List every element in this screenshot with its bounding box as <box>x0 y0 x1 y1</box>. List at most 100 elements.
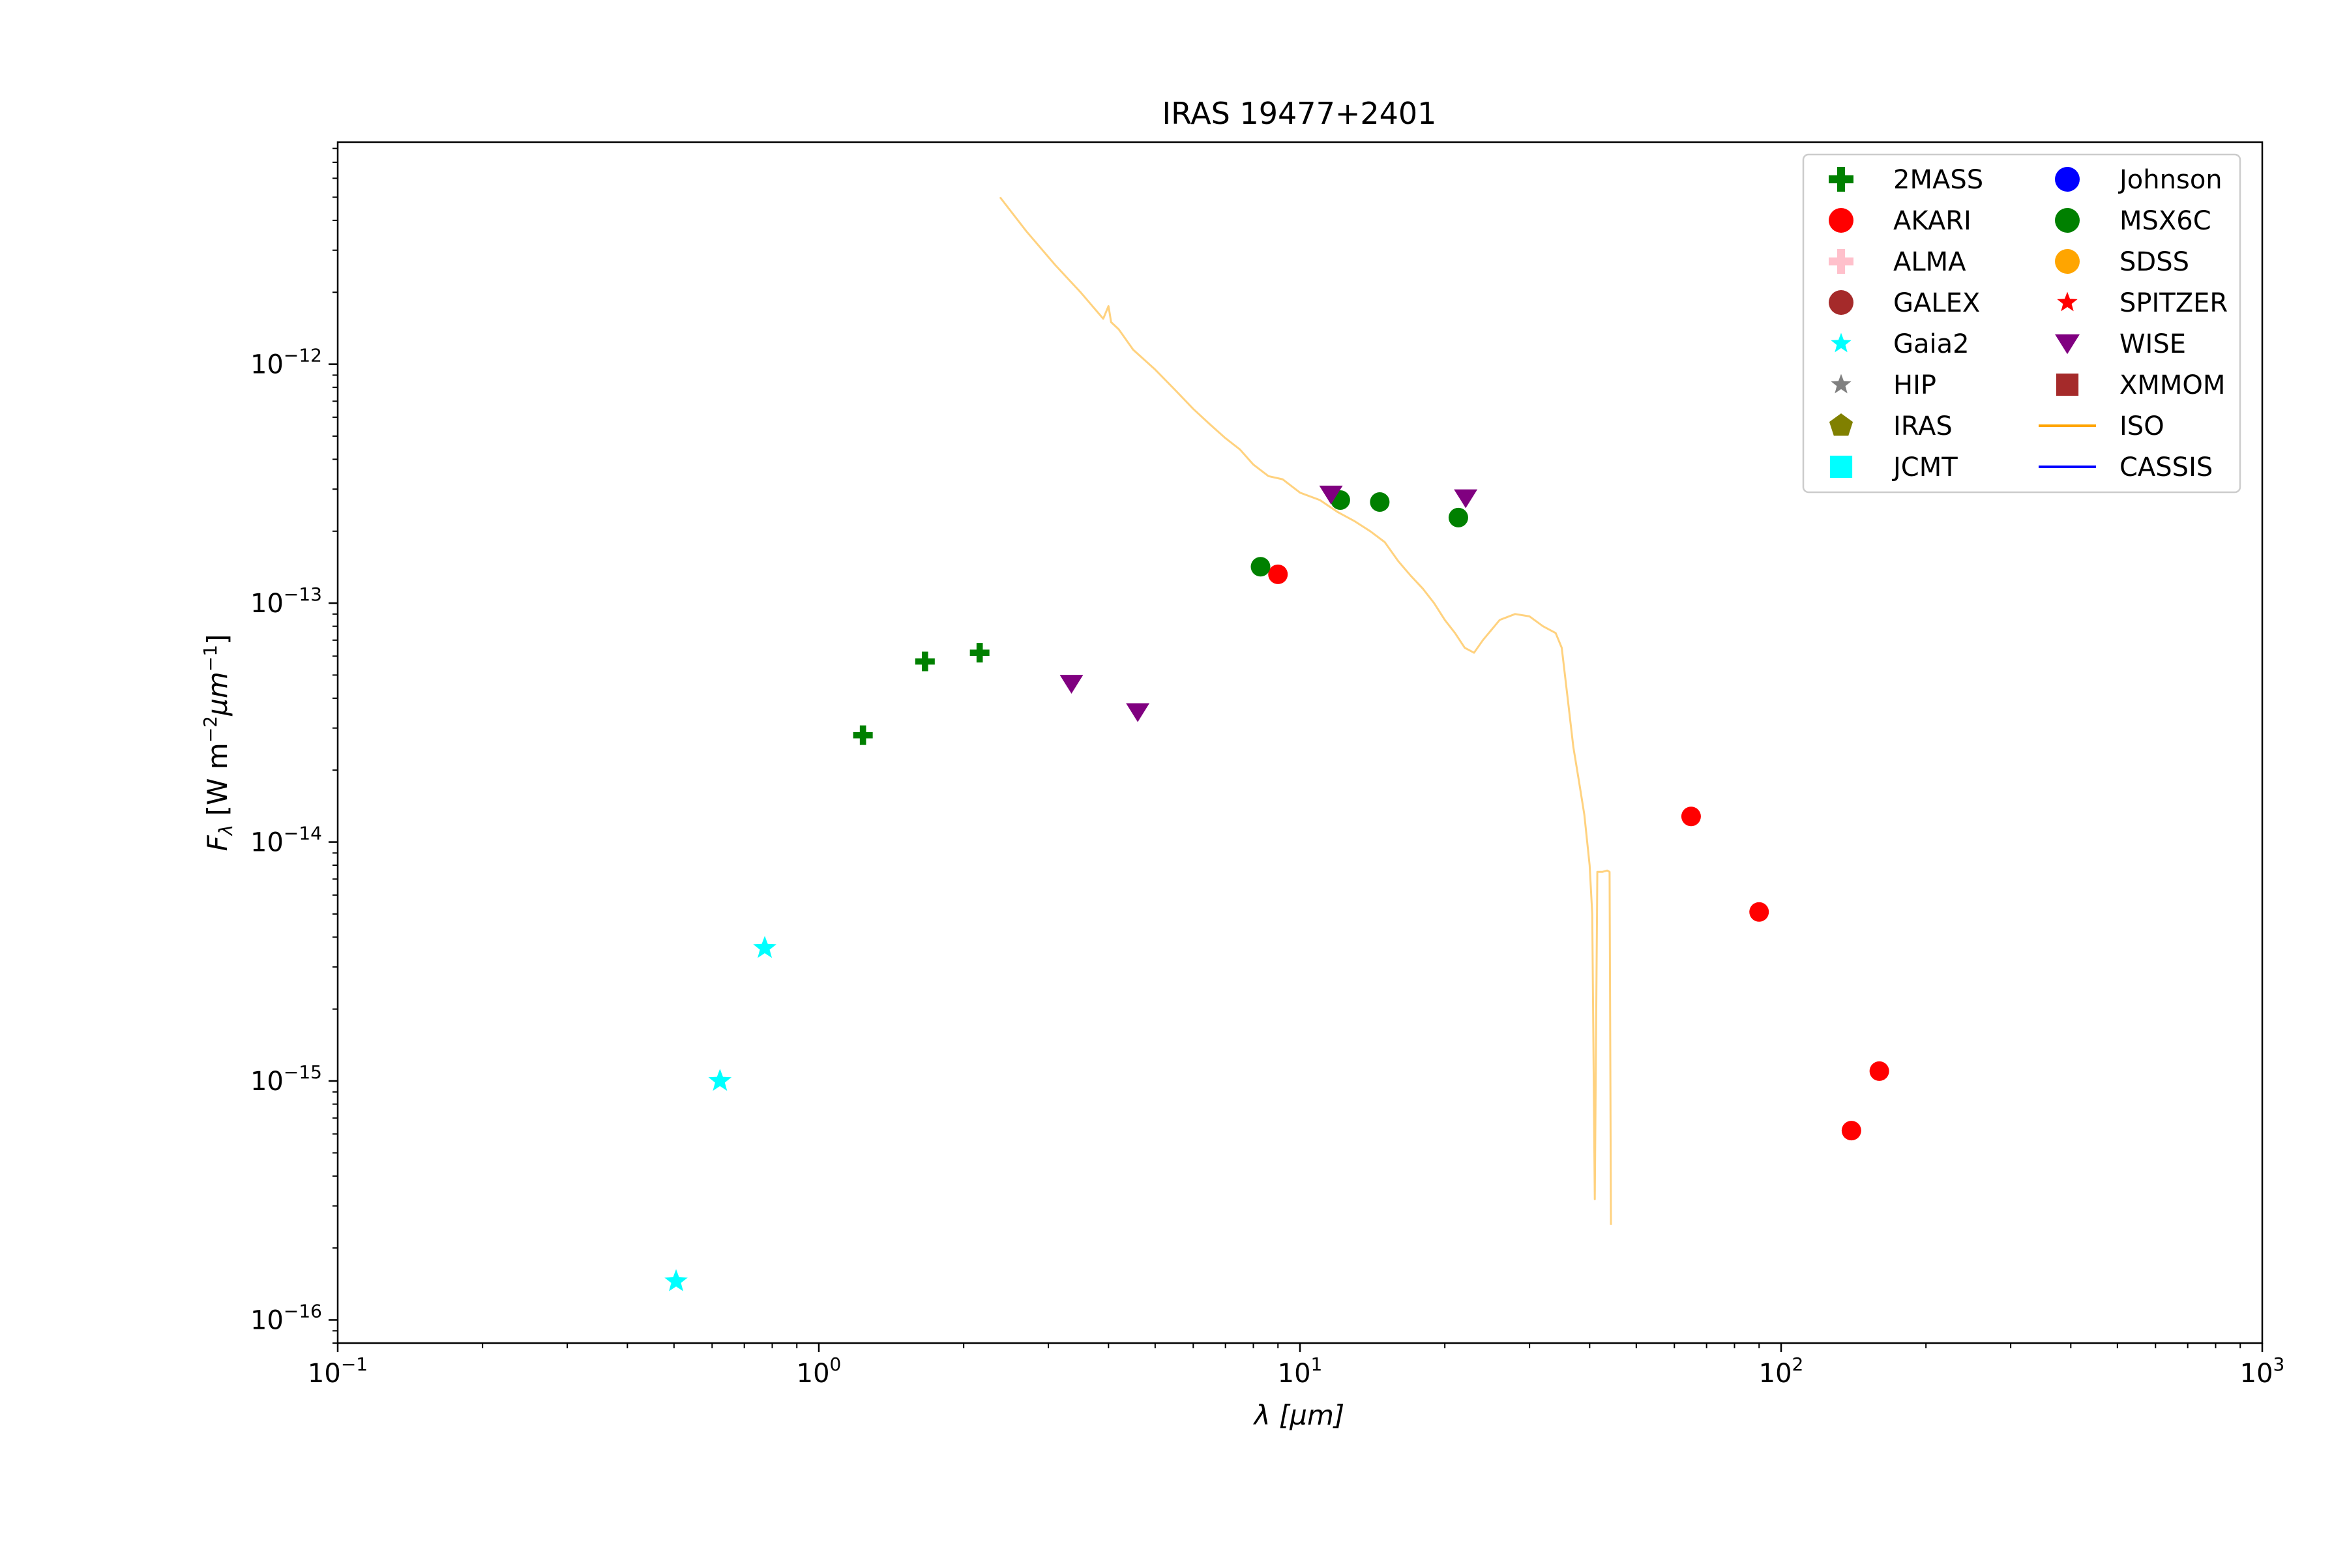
y-axis: 10−16 10−15 10−14 10−13 10−12 <box>250 147 338 1344</box>
legend-marker-spitzer <box>2057 291 2078 312</box>
legend-marker-gaia2 <box>1831 333 1852 353</box>
series-2mass <box>853 643 990 745</box>
legend-item-gaia2: Gaia2 <box>1831 329 1970 359</box>
series-akari <box>1268 564 1889 1141</box>
legend-label-hip: HIP <box>1893 370 1936 400</box>
y-tick-label-4: 10−12 <box>250 345 322 380</box>
legend-item-msx6c: MSX6C <box>2055 206 2211 236</box>
legend-item-iso: ISO <box>2039 411 2164 441</box>
legend-marker-johnson <box>2055 167 2080 192</box>
legend-label-galex: GALEX <box>1893 288 1980 318</box>
y-axis-label-close: ] <box>201 634 233 645</box>
legend-marker-akari <box>1829 208 1853 233</box>
legend-item-2mass: 2MASS <box>1829 165 1983 195</box>
chart-title: IRAS 19477+2401 <box>1162 96 1437 131</box>
legend-marker-wise <box>2055 334 2080 355</box>
point-msx6c-3 <box>1448 507 1468 527</box>
x-tick-label-1: 100 <box>797 1354 842 1389</box>
legend-item-cassis: CASSIS <box>2039 452 2213 482</box>
legend-item-iras: IRAS <box>1829 411 1953 441</box>
legend-item-jcmt: JCMT <box>1829 452 1958 482</box>
point-akari-2 <box>1749 902 1769 922</box>
legend-marker-jcmt <box>1829 455 1853 479</box>
legend-marker-sdss <box>2055 249 2080 274</box>
legend-item-xmmom: XMMOM <box>2056 370 2225 400</box>
spectra-layer <box>999 196 1612 1225</box>
y-axis-label-main: F <box>201 835 233 851</box>
legend-label-iras: IRAS <box>1893 411 1953 441</box>
series-gaia2 <box>664 936 776 1292</box>
legend-marker-msx6c <box>2055 208 2080 233</box>
x-axis-label-unit: μm <box>1289 1399 1334 1431</box>
point-gaia2-0 <box>664 1269 688 1292</box>
legend-item-sdss: SDSS <box>2055 247 2189 277</box>
point-msx6c-0 <box>1250 557 1271 577</box>
legend-marker-2mass <box>1829 167 1853 192</box>
legend-marker-xmmom <box>2056 373 2079 396</box>
legend-item-alma: ALMA <box>1829 247 1966 277</box>
y-axis-label-mid: μm <box>201 672 233 717</box>
y-tick-label-0: 10−16 <box>250 1300 322 1335</box>
point-wise-3 <box>1454 489 1478 509</box>
legend-label-johnson: Johnson <box>2118 165 2222 195</box>
point-gaia2-1 <box>708 1069 732 1091</box>
legend-box <box>1802 153 2241 494</box>
legend-label-cassis: CASSIS <box>2119 452 2213 482</box>
point-akari-4 <box>1869 1061 1889 1081</box>
legend-marker-alma <box>1829 249 1853 274</box>
y-axis-label: Fλ [W m−2μm−1] <box>199 634 237 851</box>
x-axis: 10−1 100 101 102 103 <box>308 1343 2284 1389</box>
y-axis-label-exp2: −1 <box>199 645 221 672</box>
legend-marker-iras <box>1829 413 1853 436</box>
x-tick-label-2: 101 <box>1278 1354 1323 1389</box>
legend-label-msx6c: MSX6C <box>2119 206 2211 236</box>
point-gaia2-2 <box>753 936 776 958</box>
legend-label-akari: AKARI <box>1893 206 1971 236</box>
point-wise-2 <box>1319 485 1343 505</box>
x-axis-label-close: ] <box>1333 1399 1344 1431</box>
legend-label-sdss: SDSS <box>2119 247 2189 277</box>
x-tick-label-0: 10−1 <box>308 1354 368 1389</box>
legend-label-alma: ALMA <box>1893 247 1966 277</box>
plot-area <box>664 196 1889 1292</box>
point-akari-3 <box>1841 1121 1861 1141</box>
legend-label-iso: ISO <box>2119 411 2164 441</box>
y-axis-label-exp1: −2 <box>199 716 221 743</box>
legend-marker-hip <box>1831 374 1852 394</box>
legend-label-gaia2: Gaia2 <box>1893 329 1970 359</box>
legend-item-wise: WISE <box>2055 329 2186 359</box>
photometry-layer <box>664 485 1889 1292</box>
legend-item-akari: AKARI <box>1829 206 1971 236</box>
point-wise-1 <box>1126 703 1150 722</box>
point-akari-1 <box>1681 806 1701 827</box>
line-iso <box>999 196 1612 1225</box>
legend: 2MASS AKARI ALMA GALEX Gaia2 HIP IRAS JCMT Johns… <box>1802 153 2241 494</box>
x-tick-label-3: 102 <box>1759 1354 1804 1389</box>
legend-label-xmmom: XMMOM <box>2119 370 2225 400</box>
y-axis-label-sub: λ <box>215 825 237 837</box>
point-2mass-2 <box>969 643 990 663</box>
point-akari-0 <box>1268 564 1288 584</box>
y-tick-label-1: 10−15 <box>250 1061 322 1097</box>
x-axis-label: λ [μm] <box>1253 1399 1345 1431</box>
legend-label-wise: WISE <box>2119 329 2186 359</box>
point-2mass-1 <box>915 651 935 672</box>
point-2mass-0 <box>853 725 873 745</box>
x-axis-label-main: λ [ <box>1253 1399 1291 1431</box>
series-wise <box>1059 485 1478 722</box>
legend-label-spitzer: SPITZER <box>2119 288 2228 318</box>
x-tick-label-4: 103 <box>2240 1354 2285 1389</box>
legend-label-2mass: 2MASS <box>1893 165 1983 195</box>
legend-item-spitzer: SPITZER <box>2057 288 2228 318</box>
legend-item-johnson: Johnson <box>2055 165 2222 195</box>
y-tick-label-3: 10−13 <box>250 584 322 619</box>
legend-marker-galex <box>1829 290 1853 315</box>
point-wise-0 <box>1059 675 1084 694</box>
legend-item-galex: GALEX <box>1829 288 1980 318</box>
y-tick-label-2: 10−14 <box>250 823 322 858</box>
y-axis-label-unit: [W m <box>201 743 233 825</box>
point-msx6c-2 <box>1370 492 1390 512</box>
legend-item-hip: HIP <box>1831 370 1936 400</box>
